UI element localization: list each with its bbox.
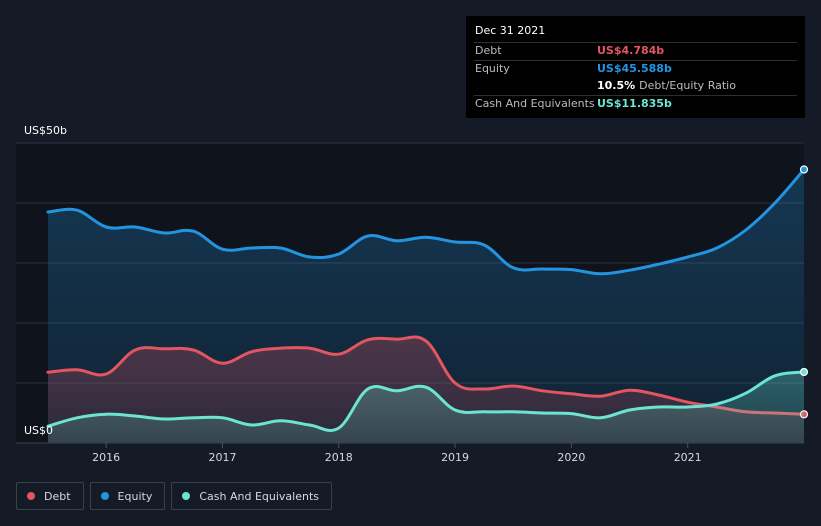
data-tooltip: Dec 31 2021 Debt US$4.784b Equity US$45.… (466, 16, 805, 118)
chart-legend: Debt Equity Cash And Equivalents (16, 482, 332, 510)
equity-line (46, 168, 806, 276)
x-tick-label: 2021 (674, 451, 702, 464)
x-tick-label: 2019 (441, 451, 469, 464)
tooltip-equity-row: Equity US$45.588b (474, 60, 797, 78)
y-axis-bottom-label: US$0 (24, 424, 54, 437)
legend-equity-label: Equity (117, 489, 153, 503)
tooltip-ratio-label: Debt/Equity Ratio (639, 79, 736, 92)
cash-area (48, 372, 804, 443)
x-tick-label: 2017 (208, 451, 236, 464)
equity-end-point (799, 165, 809, 174)
tooltip-debt-label: Debt (475, 44, 502, 57)
y-axis-top-label: US$50b (24, 124, 68, 137)
equity-dot-icon (100, 492, 109, 500)
tooltip-equity-value: US$45.588b (597, 62, 672, 75)
tooltip-cash-row: Cash And Equivalents US$11.835b (474, 95, 797, 113)
legend-item-cash[interactable]: Cash And Equivalents (171, 482, 332, 510)
debt-dot-icon (27, 492, 35, 500)
legend-item-debt[interactable]: Debt (16, 482, 84, 510)
tooltip-equity-label: Equity (475, 62, 510, 75)
tooltip-cash-value: US$11.835b (597, 97, 672, 110)
tooltip-date: Dec 31 2021 (475, 24, 546, 37)
tooltip-cash-label: Cash And Equivalents (475, 97, 595, 110)
cash-line (46, 370, 806, 432)
legend-debt-label: Debt (44, 489, 71, 503)
tooltip-ratio-row: 10.5% Debt/Equity Ratio (474, 78, 797, 95)
x-tick-label: 2020 (557, 451, 585, 464)
cash-dot-icon (182, 492, 191, 500)
debt-line (46, 335, 806, 416)
tooltip-debt-value: US$4.784b (597, 44, 665, 57)
cash-end-point (799, 367, 809, 377)
tooltip-ratio-value: 10.5% (597, 79, 636, 92)
legend-item-equity[interactable]: Equity (89, 482, 166, 510)
legend-cash-label: Cash And Equivalents (199, 489, 319, 503)
tooltip-debt-row: Debt US$4.784b (474, 42, 797, 60)
x-tick-label: 2018 (325, 451, 353, 464)
x-tick-label: 2016 (92, 451, 120, 464)
